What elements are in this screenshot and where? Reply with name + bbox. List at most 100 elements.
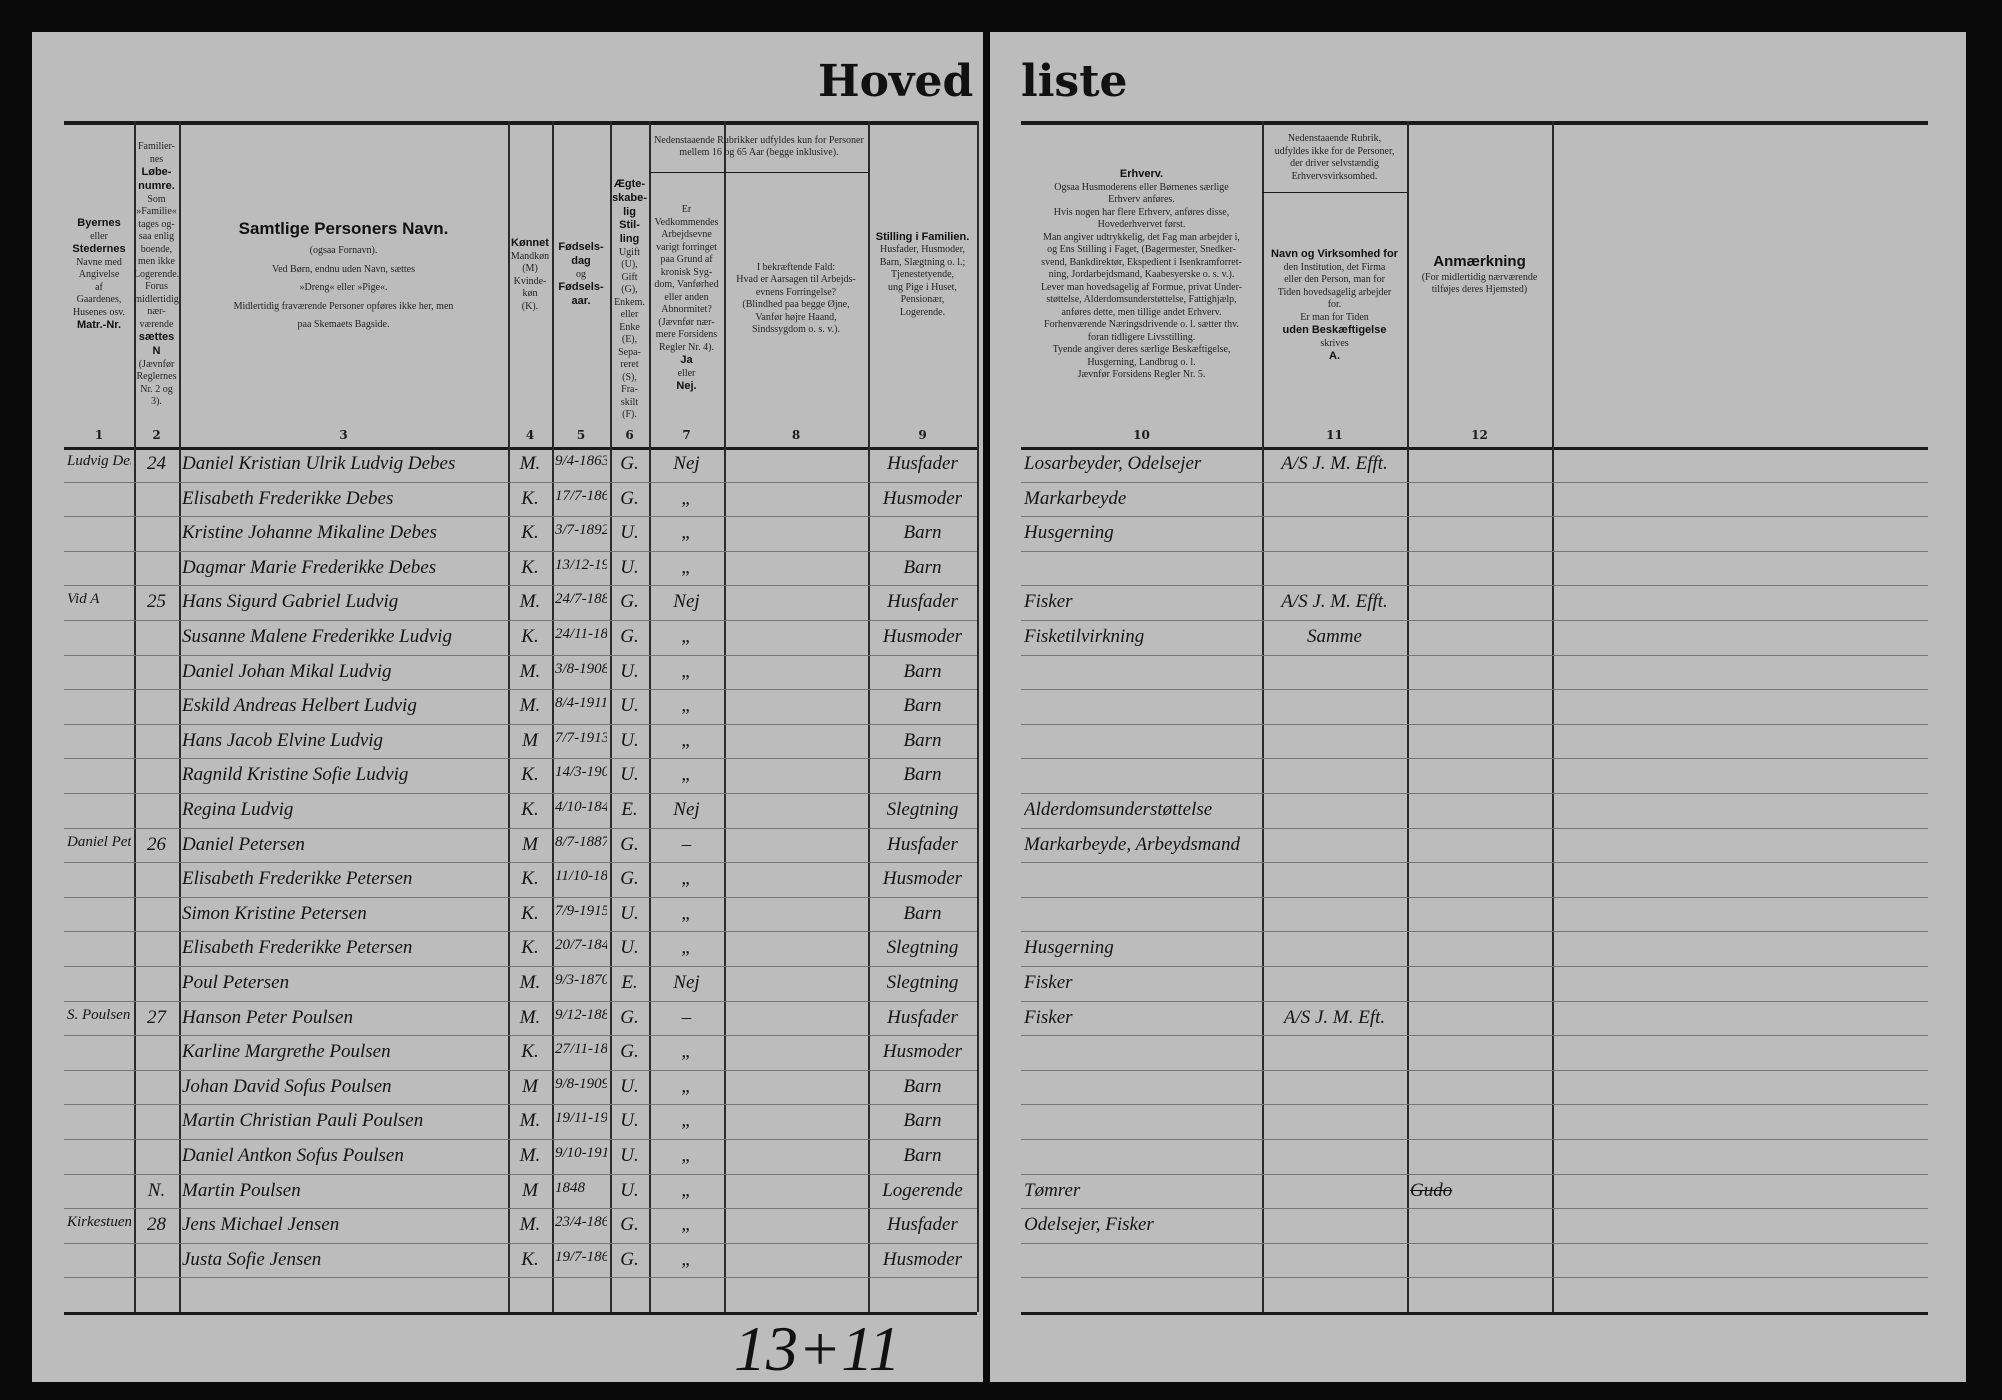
cell-civil: G. <box>620 868 639 889</box>
cell-job: Markarbeyde <box>1024 488 1127 509</box>
header-text: skrives <box>1320 337 1349 349</box>
row-rule <box>64 1277 977 1278</box>
row-rule <box>64 482 977 483</box>
header-text: og <box>576 268 586 280</box>
header-text: Ja <box>680 354 693 366</box>
row-rule <box>64 724 977 725</box>
row-rule <box>1021 1035 1928 1036</box>
header-text: eller den Person, man for <box>1284 274 1385 286</box>
header-text: Samtlige Personers Navn. <box>238 219 449 239</box>
column-number-4: 4 <box>525 428 535 442</box>
cell-born: 8/4-1911 <box>555 695 607 711</box>
header-text: eller <box>620 309 639 321</box>
header-text: »Dreng« eller »Pige«. <box>299 282 388 294</box>
header-text: Gaardenes, <box>76 294 122 306</box>
header-text: »Familie« <box>136 206 177 218</box>
cell-job: Fisker <box>1024 972 1073 993</box>
header-text: eller anden <box>664 291 709 303</box>
row-rule <box>1021 1139 1928 1140</box>
cell-fam: N. <box>147 1180 166 1201</box>
cell-c7: „ <box>681 1214 692 1235</box>
row-rule <box>64 1070 977 1071</box>
column-divider <box>179 121 181 1312</box>
header-text: Midlertidig fraværende Personer opføres … <box>233 300 454 312</box>
cell-born: 9/10-1914 <box>555 1145 607 1161</box>
cell-c7: „ <box>681 1076 692 1097</box>
header-text: Husenes osv. <box>72 306 126 318</box>
header-text: tilføjes deres Hjemsted) <box>1431 284 1528 296</box>
cell-c7: „ <box>681 1041 692 1062</box>
cell-sex: K. <box>521 764 539 785</box>
cell-name: Hanson Peter Poulsen <box>182 1007 353 1028</box>
header-text: Husgerning, Landbrug o. l. <box>1087 356 1196 368</box>
cell-c7: „ <box>681 626 692 647</box>
cell-place: Ludvig Debes Hus <box>67 453 131 469</box>
cell-job: Fisker <box>1024 1007 1073 1028</box>
header-text: ning, Jordarbejdsmand, Kaabesyerske o. s… <box>1048 269 1235 281</box>
header-text: Hvad er Aarsagen til Arbejds- <box>736 274 856 285</box>
cell-civil: G. <box>620 1249 639 1270</box>
header-text: Barn, Slægtning o. l.; <box>879 256 966 268</box>
row-rule <box>64 1035 977 1036</box>
cell-c7: „ <box>681 903 692 924</box>
cell-role: Barn <box>903 522 942 543</box>
header-text: A. <box>1329 350 1340 363</box>
header-text: Nej. <box>676 380 697 393</box>
cell-role: Barn <box>903 730 942 751</box>
row-rule <box>64 862 977 863</box>
row-rule <box>1021 828 1928 829</box>
header-text: Regler Nr. 4). <box>659 341 714 353</box>
header-text: Erhverv. <box>1119 168 1164 181</box>
header-text: svend, Bankdirektør, Ekspedient i Isenkr… <box>1041 256 1242 268</box>
header-text: Nr. 2 og 3). <box>140 383 173 408</box>
cell-role: Barn <box>903 557 942 578</box>
cell-employer: A/S J. M. Efft. <box>1281 453 1388 474</box>
cell-role: Husfader <box>887 1214 958 1235</box>
header-text: Jævnfør Forsidens Regler Nr. 5. <box>1077 369 1206 381</box>
header-text: (K). <box>521 300 539 312</box>
header-bottom-rule <box>1021 447 1928 450</box>
cell-c7: „ <box>681 764 692 785</box>
cell-born: 3/7-1892 <box>555 522 607 538</box>
cell-sex: M. <box>519 695 541 716</box>
cell-c7: „ <box>681 868 692 889</box>
cell-role: Slegtning <box>886 937 959 958</box>
cell-name: Martin Poulsen <box>182 1180 301 1201</box>
header-text: Ved Børn, endnu uden Navn, sættes <box>271 263 416 275</box>
header-c7: Er Vedkommendes Arbejdsevne varigt forringe… <box>651 178 722 420</box>
cell-c7: „ <box>681 1249 692 1270</box>
cell-born: 8/7-1887 <box>555 834 607 850</box>
header-text: af <box>95 281 103 293</box>
cell-civil: E. <box>621 799 638 820</box>
header-text: nes <box>149 153 164 165</box>
cell-civil: G. <box>620 488 639 509</box>
header-text: Pensionær, <box>900 294 945 306</box>
header-text: (S), <box>622 371 637 383</box>
header-text: Hovederhvervet først. <box>1097 219 1186 231</box>
header-text: (Jævnfør <box>138 358 175 370</box>
cell-sex: M <box>522 730 538 751</box>
span-divider <box>1262 192 1407 193</box>
cell-civil: G. <box>620 626 639 647</box>
cell-born: 7/7-1913 <box>555 730 607 746</box>
cell-job: Tømrer <box>1024 1180 1081 1201</box>
header-text: Logerende. <box>133 268 180 280</box>
header-text: anføres dette, men tillige andet Erhverv… <box>1061 306 1222 318</box>
cell-fam: 25 <box>147 591 166 612</box>
header-text: Arbejdsevne <box>661 229 712 240</box>
header-c7-c8-span: Nedenstaaende Rubrikker udfyldes kun for… <box>654 134 864 159</box>
row-rule <box>1021 551 1928 552</box>
header-text: reret <box>620 359 639 371</box>
cell-sex: K. <box>521 1041 539 1062</box>
row-rule <box>64 620 977 621</box>
cell-c7: – <box>681 1007 692 1028</box>
cell-job: Alderdomsunderstøttelse <box>1024 799 1213 820</box>
column-number-7: 7 <box>682 428 691 442</box>
cell-name: Martin Christian Pauli Poulsen <box>182 1110 424 1131</box>
cell-born: 9/12-1885 <box>555 1007 607 1023</box>
cell-job: Fisketilvirkning <box>1024 626 1145 647</box>
row-rule <box>1021 1208 1928 1209</box>
header-text: Ogsaa Husmoderens eller Børnenes særlige <box>1054 181 1229 193</box>
cell-name: Daniel Petersen <box>182 834 305 855</box>
cell-civil: U. <box>620 937 639 958</box>
